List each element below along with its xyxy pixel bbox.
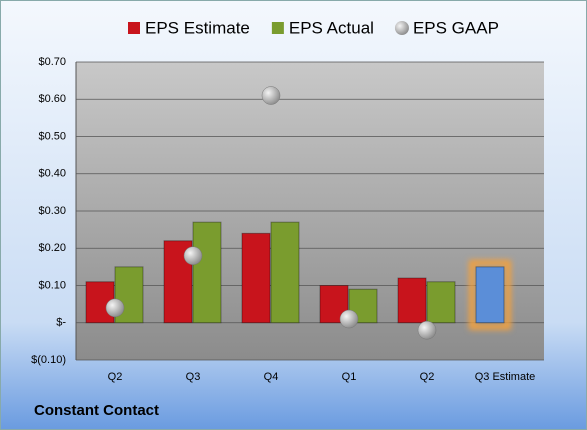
y-tick-label: $0.60 — [38, 93, 66, 105]
y-tick-label: $0.10 — [38, 279, 66, 291]
gaap-marker — [105, 298, 125, 318]
y-tick-label: $0.70 — [38, 56, 66, 68]
x-tick-label: Q3 — [186, 371, 201, 383]
x-tick-label: Q2 — [108, 371, 123, 383]
legend-label: EPS Estimate — [145, 18, 250, 37]
gaap-marker — [417, 320, 437, 340]
legend-swatch — [394, 21, 409, 35]
legend-swatch — [271, 22, 284, 34]
footer: Constant Contact — [34, 402, 159, 419]
bar-glow — [469, 259, 511, 330]
bar — [426, 281, 456, 324]
bar — [270, 221, 300, 324]
y-tick-label: $0.20 — [38, 242, 66, 254]
x-tick-label: Q2 — [420, 371, 435, 383]
y-tick-label: $0.30 — [38, 205, 66, 217]
bar — [241, 232, 271, 324]
legend-label: EPS GAAP — [413, 18, 499, 37]
gaap-marker — [261, 86, 281, 105]
y-tick-label: $(0.10) — [31, 354, 66, 366]
x-tick-label: Q1 — [342, 371, 357, 383]
y-tick-label: $- — [56, 317, 66, 329]
bar — [192, 221, 222, 324]
legend-swatch — [128, 22, 140, 34]
bar — [475, 266, 505, 324]
y-tick-label: $0.40 — [38, 168, 66, 180]
gaap-marker — [339, 309, 359, 329]
x-tick-label: Q4 — [264, 371, 279, 383]
legend-label: EPS Actual — [289, 18, 374, 37]
bar — [397, 277, 427, 324]
gaap-marker — [183, 246, 203, 265]
y-tick-label: $0.50 — [38, 130, 66, 142]
x-tick-label: Q3 Estimate — [475, 371, 536, 383]
